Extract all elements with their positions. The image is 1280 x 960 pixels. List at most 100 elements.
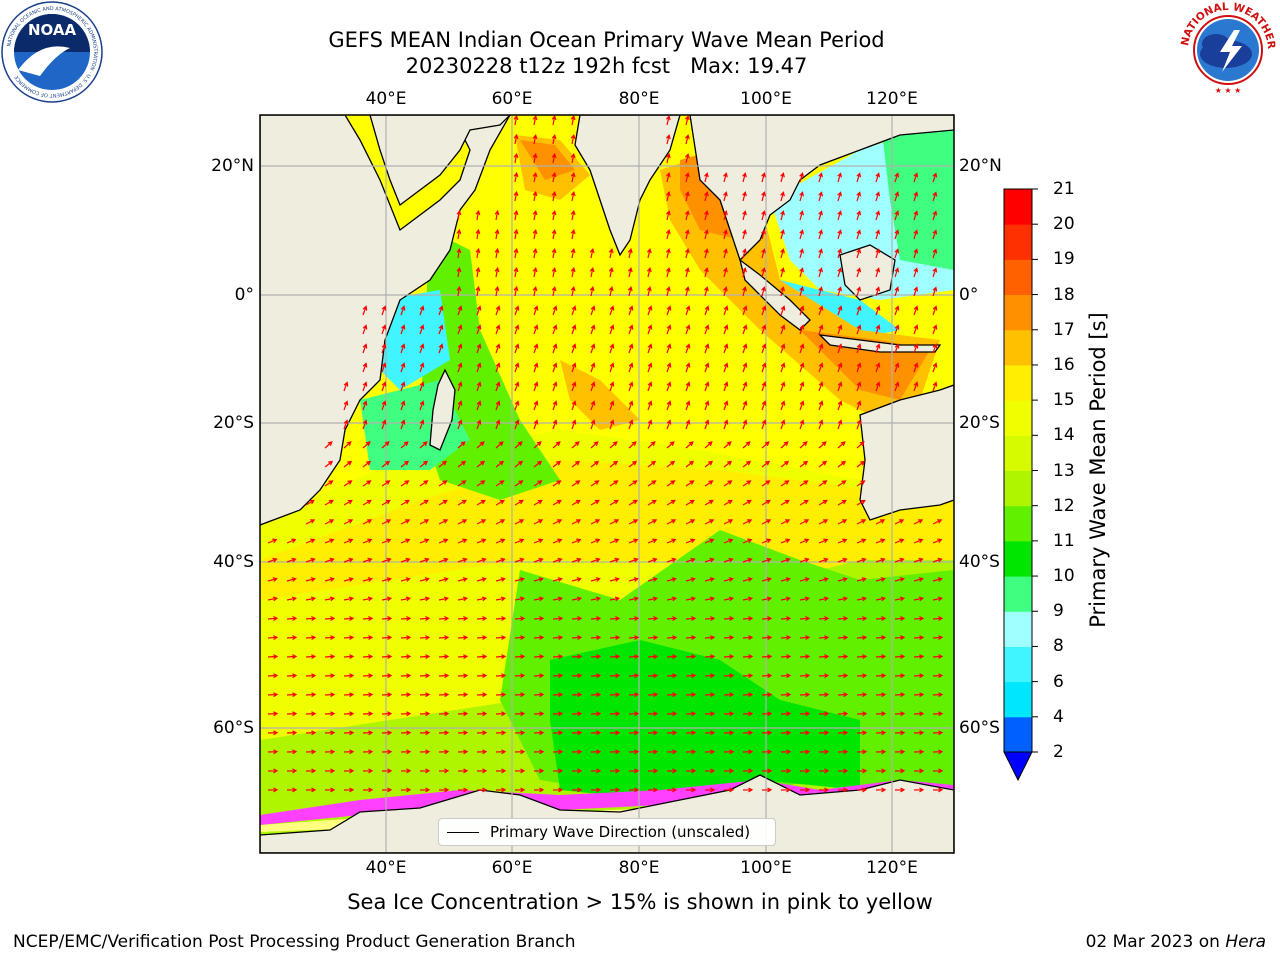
wave-direction-arrow	[875, 787, 887, 793]
wave-direction-arrow	[552, 343, 558, 354]
wave-direction-arrow	[533, 460, 543, 468]
wave-direction-arrow	[494, 247, 500, 259]
wave-direction-arrow	[761, 749, 773, 755]
wave-direction-arrow	[476, 538, 487, 544]
wave-direction-arrow	[723, 343, 729, 354]
wave-direction-arrow	[419, 749, 431, 755]
wave-direction-arrow	[742, 616, 754, 622]
wave-direction-arrow	[590, 749, 602, 755]
wave-direction-arrow	[590, 381, 596, 392]
wave-direction-arrow	[780, 229, 785, 240]
wave-direction-arrow	[799, 229, 804, 240]
wave-direction-arrow	[571, 519, 582, 525]
wave-direction-arrow	[856, 324, 862, 335]
wave-direction-arrow	[685, 419, 691, 430]
wave-direction-arrow	[495, 381, 501, 392]
wave-direction-arrow	[761, 191, 766, 202]
wave-direction-arrow	[856, 749, 868, 755]
wave-direction-arrow	[894, 229, 900, 240]
wave-direction-arrow	[875, 343, 881, 354]
antarctica-land	[260, 774, 954, 853]
wave-direction-arrow	[761, 229, 766, 240]
wave-direction-arrow	[894, 210, 900, 221]
arabia-land	[369, 115, 511, 207]
wave-direction-arrow	[666, 711, 678, 717]
wave-direction-arrow	[552, 460, 562, 468]
wave-direction-arrow	[324, 557, 335, 563]
wave-direction-arrow	[647, 577, 658, 582]
colorbar-tick-label: 4	[1053, 706, 1064, 727]
wave-direction-arrow	[381, 596, 393, 602]
wave-direction-arrow	[742, 441, 751, 449]
wave-direction-arrow	[456, 285, 462, 297]
wave-direction-arrow	[400, 673, 412, 679]
wave-direction-arrow	[665, 228, 671, 240]
wave-direction-arrow	[381, 324, 387, 335]
wave-direction-arrow	[381, 519, 392, 525]
wave-direction-arrow	[875, 362, 881, 373]
wave-direction-arrow	[532, 285, 538, 297]
wave-direction-arrow	[609, 343, 615, 354]
wave-direction-arrow	[780, 692, 792, 698]
wave-direction-arrow	[571, 787, 583, 793]
svg-text:★ ★ ★: ★ ★ ★	[1215, 86, 1242, 95]
wave-direction-arrow	[362, 557, 373, 563]
wave-direction-arrow	[590, 324, 596, 335]
wave-direction-arrow	[400, 730, 412, 736]
wave-direction-arrow	[932, 191, 938, 202]
wave-direction-arrow	[818, 172, 823, 183]
wave-direction-arrow	[514, 673, 526, 679]
wave-direction-arrow	[514, 787, 526, 793]
wave-direction-arrow	[438, 557, 449, 563]
wave-direction-arrow	[419, 730, 431, 736]
wave-direction-arrow	[742, 538, 753, 544]
wave-direction-arrow	[685, 711, 697, 717]
wave-direction-arrow	[476, 557, 487, 563]
wave-direction-arrow	[552, 692, 564, 698]
wave-direction-arrow	[513, 190, 519, 202]
wave-direction-arrow	[799, 400, 805, 411]
wave-direction-arrow	[685, 519, 696, 525]
wave-direction-arrow	[475, 247, 481, 259]
wave-direction-arrow	[666, 519, 677, 525]
wave-direction-arrow	[666, 692, 678, 698]
wave-direction-arrow	[761, 730, 773, 736]
wave-direction-arrow	[476, 343, 482, 354]
wave-direction-arrow	[685, 460, 695, 468]
wave-direction-arrow	[571, 557, 582, 563]
wave-direction-arrow	[305, 711, 317, 717]
wave-direction-arrow	[590, 768, 602, 774]
wave-direction-arrow	[552, 787, 564, 793]
wave-direction-arrow	[552, 596, 564, 602]
wave-direction-arrow	[381, 441, 390, 449]
wave-direction-arrow	[324, 460, 334, 468]
wave-direction-arrow	[647, 460, 657, 468]
colorbar-swatch	[1004, 400, 1032, 436]
colorbar-swatch	[1004, 259, 1032, 296]
wave-direction-arrow	[685, 616, 697, 622]
wave-direction-arrow	[552, 305, 558, 316]
wave-direction-arrow	[894, 768, 906, 774]
wave-direction-arrow	[647, 673, 659, 679]
wave-direction-arrow	[552, 324, 558, 335]
wave-direction-arrow	[305, 768, 317, 774]
wave-direction-arrow	[362, 711, 374, 717]
wave-direction-arrow	[305, 730, 317, 736]
wave-direction-arrow	[552, 577, 563, 582]
wave-direction-arrow	[590, 692, 602, 698]
wave-direction-arrow	[913, 787, 925, 793]
wave-direction-arrow	[324, 596, 336, 602]
wave-direction-arrow	[438, 616, 450, 622]
lon-label-top: 120°E	[866, 89, 918, 109]
wave-direction-arrow	[818, 596, 830, 602]
wave-direction-arrow	[684, 191, 690, 202]
wave-direction-arrow	[894, 557, 905, 563]
wave-direction-arrow	[438, 787, 450, 793]
lat-label-right: 60°S	[959, 718, 1000, 738]
wave-direction-arrow	[742, 305, 748, 316]
wave-direction-arrow	[381, 419, 387, 430]
wave-direction-arrow	[362, 305, 368, 316]
wave-direction-arrow	[704, 787, 716, 793]
wave-direction-arrow	[590, 460, 600, 468]
wave-direction-arrow	[532, 133, 538, 145]
